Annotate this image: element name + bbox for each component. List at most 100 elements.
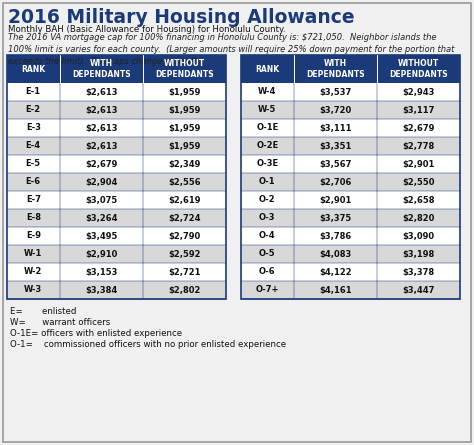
Text: $1,959: $1,959 (168, 88, 201, 97)
Text: O-3E: O-3E (256, 159, 278, 169)
Bar (241, 263, 460, 281)
Text: WITH
DEPENDANTS: WITH DEPENDANTS (72, 59, 130, 79)
Text: The 2016 VA mortgage cap for 100% financing in Honolulu County is: $721,050.  Ne: The 2016 VA mortgage cap for 100% financ… (8, 33, 455, 65)
Text: Monthly BAH (Basic Allowance for Housing) for Honolulu County.: Monthly BAH (Basic Allowance for Housing… (8, 25, 285, 34)
Text: O-2E: O-2E (256, 142, 278, 150)
Bar (7, 83, 226, 101)
Text: $2,613: $2,613 (85, 124, 118, 133)
Text: $2,550: $2,550 (402, 178, 435, 186)
Text: $3,567: $3,567 (319, 159, 351, 169)
Text: W-1: W-1 (24, 250, 43, 259)
Bar (241, 155, 460, 173)
Text: E-4: E-4 (26, 142, 41, 150)
Text: $3,264: $3,264 (85, 214, 118, 222)
Text: $2,592: $2,592 (168, 250, 201, 259)
Bar (241, 83, 460, 101)
Text: O-2: O-2 (259, 195, 275, 205)
Bar (7, 119, 226, 137)
Text: $2,556: $2,556 (168, 178, 201, 186)
Text: $2,679: $2,679 (402, 124, 435, 133)
Text: $3,117: $3,117 (402, 105, 435, 114)
Text: WITHOUT
DEPENDANTS: WITHOUT DEPENDANTS (155, 59, 214, 79)
Bar (241, 101, 460, 119)
Text: O-1: O-1 (259, 178, 275, 186)
Text: $3,153: $3,153 (85, 267, 118, 276)
Text: $2,721: $2,721 (168, 267, 201, 276)
Text: $1,959: $1,959 (168, 105, 201, 114)
Text: $3,378: $3,378 (402, 267, 435, 276)
Text: E-6: E-6 (26, 178, 41, 186)
Text: O-3: O-3 (259, 214, 275, 222)
Bar (241, 55, 460, 299)
Text: $2,349: $2,349 (168, 159, 201, 169)
Text: $2,613: $2,613 (85, 105, 118, 114)
Text: $2,943: $2,943 (402, 88, 435, 97)
Text: $3,198: $3,198 (402, 250, 435, 259)
Bar (7, 101, 226, 119)
Bar (241, 245, 460, 263)
Bar (241, 55, 460, 83)
Text: 2016 Military Housing Allowance: 2016 Military Housing Allowance (8, 8, 355, 27)
Bar (7, 55, 226, 83)
Bar (7, 281, 226, 299)
Text: W-5: W-5 (258, 105, 276, 114)
Text: $3,375: $3,375 (319, 214, 351, 222)
Text: $2,724: $2,724 (168, 214, 201, 222)
Text: O-1E: O-1E (256, 124, 278, 133)
Text: $3,075: $3,075 (85, 195, 117, 205)
Text: $2,802: $2,802 (168, 286, 201, 295)
Text: $2,658: $2,658 (402, 195, 435, 205)
Text: $2,778: $2,778 (402, 142, 435, 150)
Bar (241, 137, 460, 155)
Text: O-6: O-6 (259, 267, 275, 276)
Bar (241, 227, 460, 245)
Bar (7, 55, 226, 299)
Text: W-4: W-4 (258, 88, 276, 97)
Bar (241, 173, 460, 191)
Text: $2,706: $2,706 (319, 178, 351, 186)
Bar (7, 155, 226, 173)
Text: E-8: E-8 (26, 214, 41, 222)
Bar (7, 245, 226, 263)
Text: $2,901: $2,901 (319, 195, 351, 205)
Bar (7, 263, 226, 281)
Text: $3,384: $3,384 (85, 286, 117, 295)
Text: $2,790: $2,790 (168, 231, 201, 240)
Text: E-1: E-1 (26, 88, 41, 97)
Text: $3,720: $3,720 (319, 105, 351, 114)
Text: $2,613: $2,613 (85, 88, 118, 97)
Text: E-3: E-3 (26, 124, 41, 133)
Text: $2,619: $2,619 (168, 195, 201, 205)
Text: $3,447: $3,447 (402, 286, 435, 295)
Text: $2,679: $2,679 (85, 159, 118, 169)
Text: $1,959: $1,959 (168, 124, 201, 133)
Bar (241, 191, 460, 209)
Text: E-2: E-2 (26, 105, 41, 114)
Text: $3,090: $3,090 (402, 231, 435, 240)
Text: WITH
DEPENDANTS: WITH DEPENDANTS (306, 59, 365, 79)
Text: E-7: E-7 (26, 195, 41, 205)
Text: O-7+: O-7+ (255, 286, 279, 295)
Text: $2,910: $2,910 (85, 250, 118, 259)
Text: $3,351: $3,351 (319, 142, 351, 150)
Text: RANK: RANK (21, 65, 46, 73)
Text: W-2: W-2 (24, 267, 43, 276)
Bar (7, 209, 226, 227)
Text: WITHOUT
DEPENDANTS: WITHOUT DEPENDANTS (389, 59, 448, 79)
Text: W=      warrant officers: W= warrant officers (10, 318, 110, 327)
Text: $4,161: $4,161 (319, 286, 352, 295)
Text: O-4: O-4 (259, 231, 275, 240)
Text: $3,786: $3,786 (319, 231, 351, 240)
Text: $2,904: $2,904 (85, 178, 118, 186)
Text: $4,122: $4,122 (319, 267, 352, 276)
Bar (7, 191, 226, 209)
Text: $2,820: $2,820 (402, 214, 435, 222)
Text: $2,901: $2,901 (402, 159, 435, 169)
Text: $4,083: $4,083 (319, 250, 351, 259)
Text: O-1E= officers with enlisted experience: O-1E= officers with enlisted experience (10, 329, 182, 338)
Text: $2,613: $2,613 (85, 142, 118, 150)
Text: RANK: RANK (255, 65, 279, 73)
Text: $3,495: $3,495 (85, 231, 118, 240)
Text: $3,537: $3,537 (319, 88, 351, 97)
Bar (241, 119, 460, 137)
